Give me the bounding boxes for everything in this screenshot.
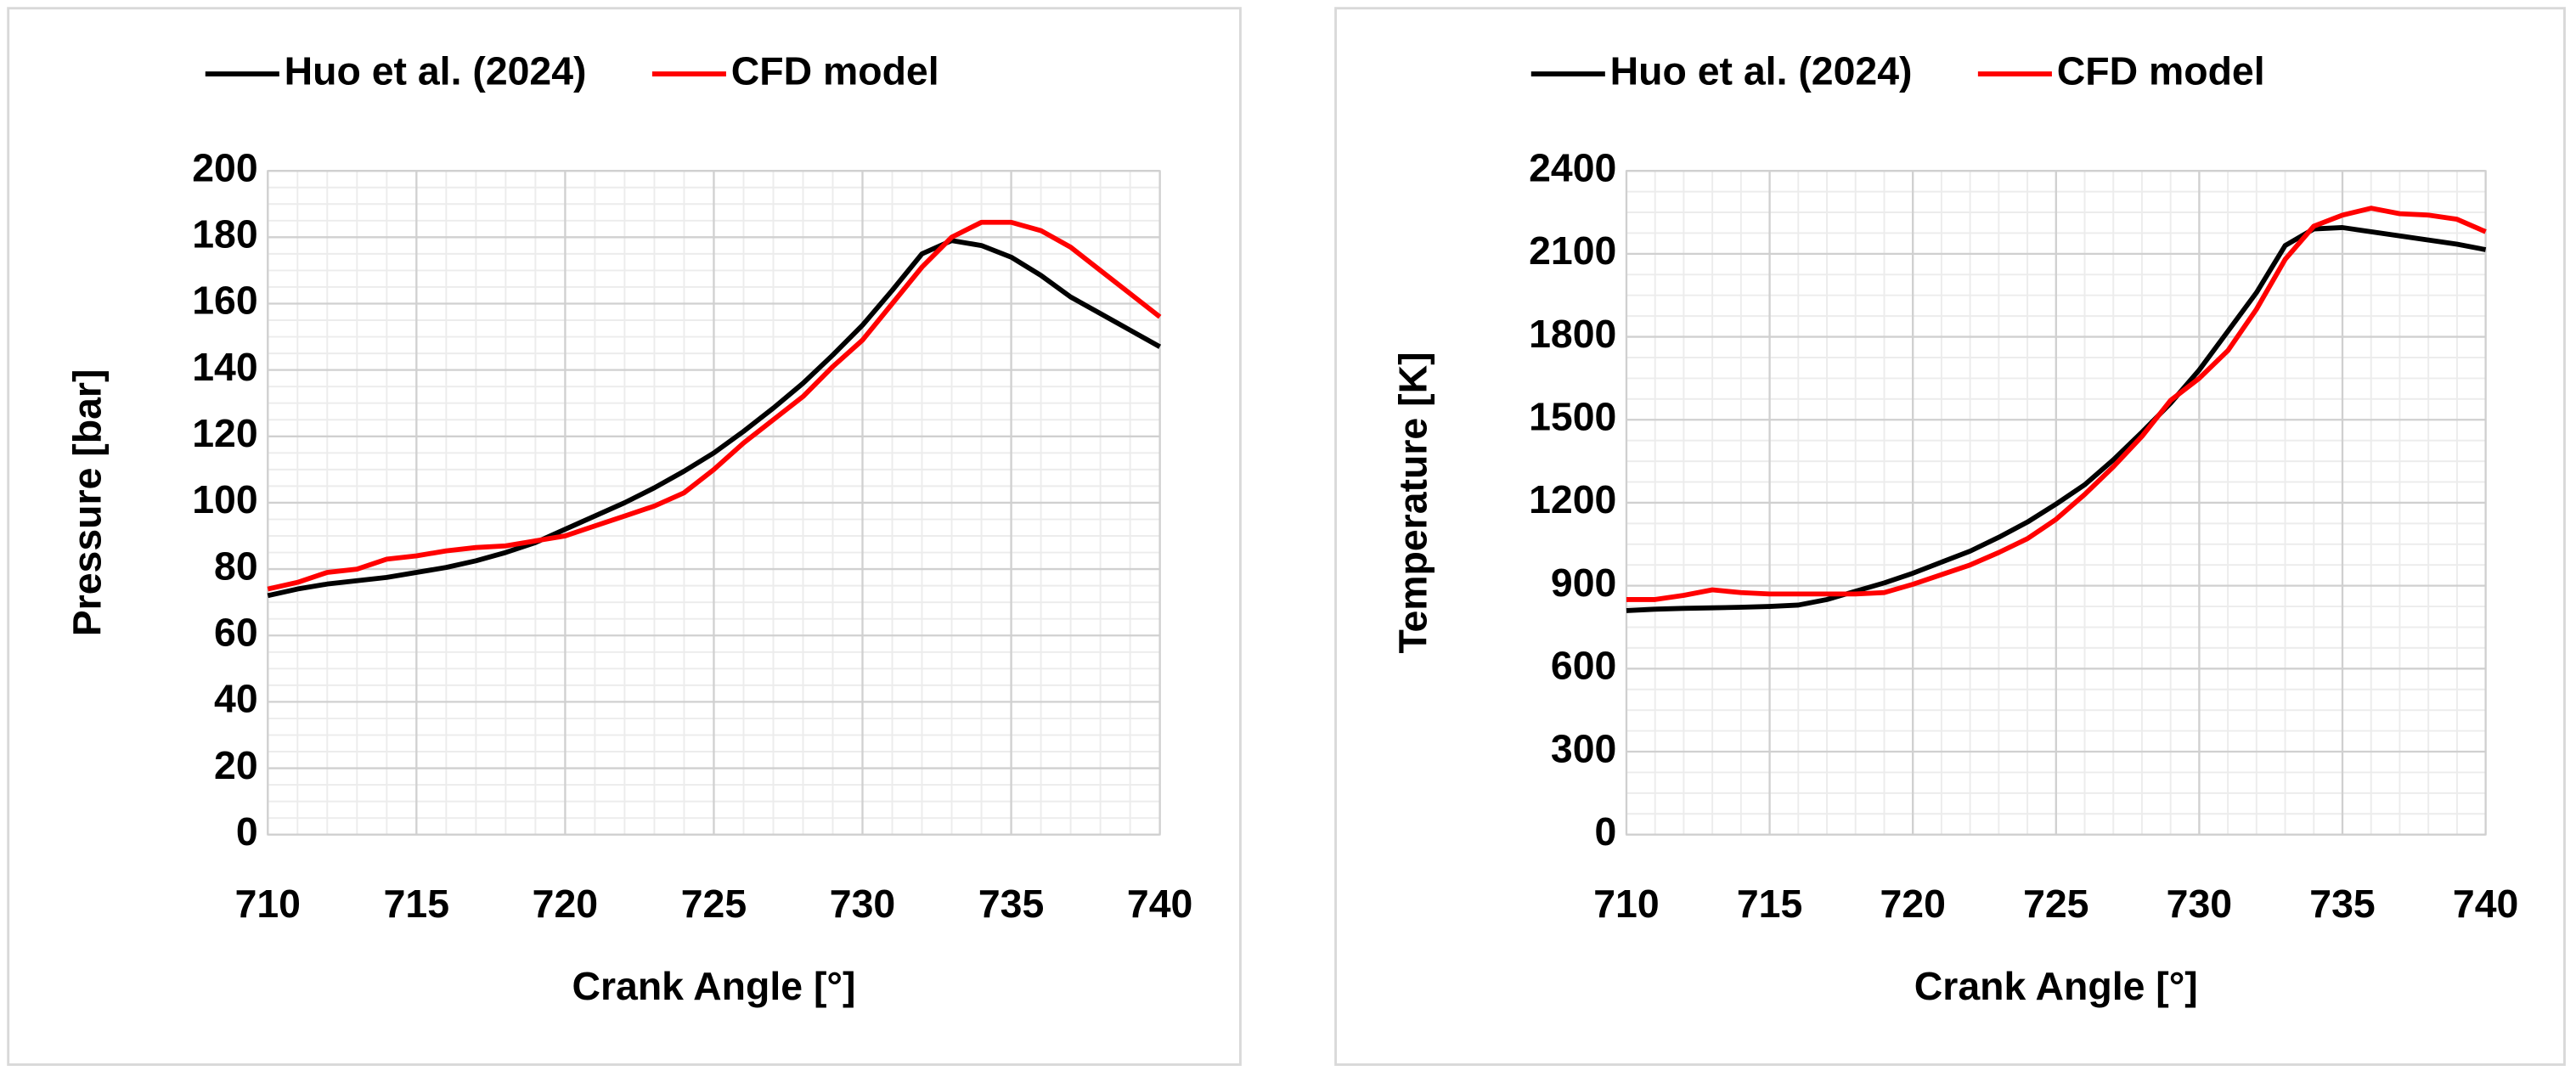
y-tick-label: 40 <box>214 677 258 721</box>
y-tick-label: 1800 <box>1529 312 1616 356</box>
y-tick-label: 2100 <box>1529 228 1616 273</box>
plot-border <box>1626 170 2487 836</box>
y-tick-label: 0 <box>1595 809 1617 854</box>
y-tick-label: 100 <box>192 477 257 521</box>
y-tick-label: 1200 <box>1529 477 1616 521</box>
y-tick-label: 0 <box>236 809 258 854</box>
data-line <box>267 238 1162 599</box>
y-tick-label: 120 <box>192 411 257 455</box>
y-axis-label: Temperature [K] <box>1391 352 1435 653</box>
x-tick-label: 740 <box>2453 882 2518 926</box>
plot-border <box>267 170 1161 836</box>
y-tick-label: 600 <box>1551 644 1616 688</box>
x-tick-label: 725 <box>681 882 747 926</box>
x-tick-label: 715 <box>1737 882 1802 926</box>
y-tick-label: 300 <box>1551 726 1616 770</box>
x-tick-label: 730 <box>2167 882 2232 926</box>
x-tick-label: 725 <box>2023 882 2088 926</box>
data-line <box>1626 225 2487 613</box>
x-tick-label: 720 <box>1880 882 1945 926</box>
x-tick-label: 715 <box>384 882 449 926</box>
legend-label: Huo et al. (2024) <box>1610 48 1913 93</box>
y-tick-label: 900 <box>1551 561 1616 605</box>
legend-label: Huo et al. (2024) <box>285 48 587 93</box>
x-tick-label: 730 <box>830 882 895 926</box>
x-tick-label: 710 <box>235 882 301 926</box>
x-tick-label: 710 <box>1593 882 1659 926</box>
x-tick-label: 740 <box>1127 882 1192 926</box>
y-axis-label: Pressure [bar] <box>65 369 110 637</box>
y-tick-label: 20 <box>214 743 258 787</box>
legend-label: CFD model <box>2057 48 2265 93</box>
x-tick-label: 720 <box>533 882 598 926</box>
data-line <box>267 219 1162 592</box>
x-axis-label: Crank Angle [°] <box>1914 964 2198 1008</box>
y-tick-label: 180 <box>192 212 257 256</box>
x-axis-label: Crank Angle [°] <box>572 964 855 1008</box>
y-tick-label: 200 <box>192 145 257 189</box>
y-tick-label: 160 <box>192 279 257 323</box>
legend-label: CFD model <box>731 48 939 93</box>
data-line <box>1626 206 2487 602</box>
x-tick-label: 735 <box>978 882 1044 926</box>
x-tick-label: 735 <box>2309 882 2375 926</box>
y-tick-label: 140 <box>192 345 257 389</box>
y-tick-label: 1500 <box>1529 395 1616 439</box>
y-tick-label: 80 <box>214 544 258 588</box>
y-tick-label: 2400 <box>1529 145 1616 189</box>
y-tick-label: 60 <box>214 611 258 655</box>
